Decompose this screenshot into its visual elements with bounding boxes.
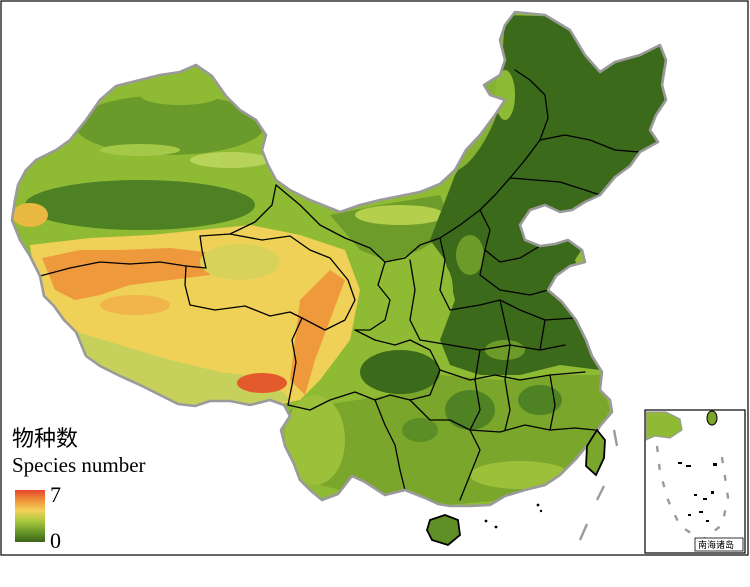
sea-boundary-dash	[595, 485, 606, 501]
small-island	[536, 503, 540, 507]
density-patch-low	[445, 390, 495, 430]
density-patch-peak	[237, 373, 287, 393]
inset-island	[703, 498, 707, 500]
density-patch-mid	[140, 85, 220, 105]
density-patch-low	[402, 418, 438, 442]
density-patch-mid	[355, 205, 445, 225]
sea-boundary-dashes	[578, 429, 619, 541]
province-border	[39, 184, 277, 277]
inset-islands	[678, 462, 717, 522]
legend-max-label: 7	[50, 482, 61, 507]
province-border	[374, 399, 406, 491]
legend-min-label: 0	[50, 528, 61, 553]
inset-island	[713, 463, 717, 466]
density-patch-mid	[285, 395, 345, 485]
legend: 物种数 Species number 7 0	[12, 427, 146, 553]
inset-taiwan	[706, 410, 718, 426]
legend-title-cn: 物种数	[12, 427, 78, 452]
province-border	[479, 209, 541, 263]
province-border	[469, 349, 481, 431]
legend-color-bar	[15, 490, 45, 542]
inset-label: 南海诸岛	[698, 539, 734, 551]
density-patch-high	[42, 248, 210, 300]
inset-island	[694, 494, 697, 496]
south-china-sea-inset: 南海诸岛	[644, 409, 746, 554]
density-patch-low	[25, 180, 255, 230]
small-island	[484, 519, 488, 523]
province-border	[469, 424, 596, 433]
province-border	[184, 265, 303, 319]
province-border	[419, 339, 566, 351]
inset-island	[706, 520, 709, 522]
density-patch-low	[518, 385, 562, 415]
density-patch-low	[75, 95, 265, 155]
density-patch-mid	[100, 144, 180, 156]
density-patch-lowest	[360, 350, 440, 394]
density-patch-mid	[190, 152, 270, 168]
province-border	[479, 249, 549, 296]
province-border	[439, 369, 586, 381]
province-border	[287, 391, 391, 411]
province-border	[539, 134, 641, 153]
inset-island	[688, 514, 691, 516]
small-islands	[484, 503, 543, 529]
province-border	[409, 259, 421, 341]
density-patch-mid	[470, 461, 570, 489]
province-border	[354, 329, 441, 401]
province-border	[504, 344, 511, 431]
sea-boundary-dash	[578, 523, 589, 541]
taiwan-island	[585, 428, 606, 477]
province-border	[539, 319, 546, 351]
density-patch-high	[100, 295, 170, 315]
density-patch-high	[12, 203, 48, 227]
density-patch-mid	[70, 330, 290, 410]
hainan-island	[426, 514, 461, 547]
density-patch-mid	[417, 260, 453, 320]
province-border	[509, 177, 601, 196]
small-island	[494, 525, 498, 529]
province-border	[549, 374, 556, 431]
province-borders	[39, 69, 641, 501]
province-border	[499, 299, 511, 346]
province-border	[449, 299, 576, 321]
inset-mainland	[645, 411, 683, 441]
density-patch-low	[485, 340, 525, 360]
inset-island	[711, 491, 714, 494]
inset-island	[699, 511, 703, 513]
density-patch-low	[456, 235, 484, 275]
inset-island	[686, 465, 691, 467]
density-patch-high	[290, 270, 345, 395]
province-border	[439, 237, 451, 311]
sea-boundary-dash	[612, 429, 619, 447]
inset-island	[678, 462, 682, 464]
inset-label-box	[694, 537, 744, 552]
province-border	[287, 317, 303, 406]
province-border	[229, 233, 356, 331]
province-border	[384, 69, 549, 263]
density-patch-mid	[200, 244, 280, 280]
national-border	[10, 10, 668, 508]
small-island	[539, 509, 543, 513]
legend-title-en: Species number	[12, 453, 146, 477]
